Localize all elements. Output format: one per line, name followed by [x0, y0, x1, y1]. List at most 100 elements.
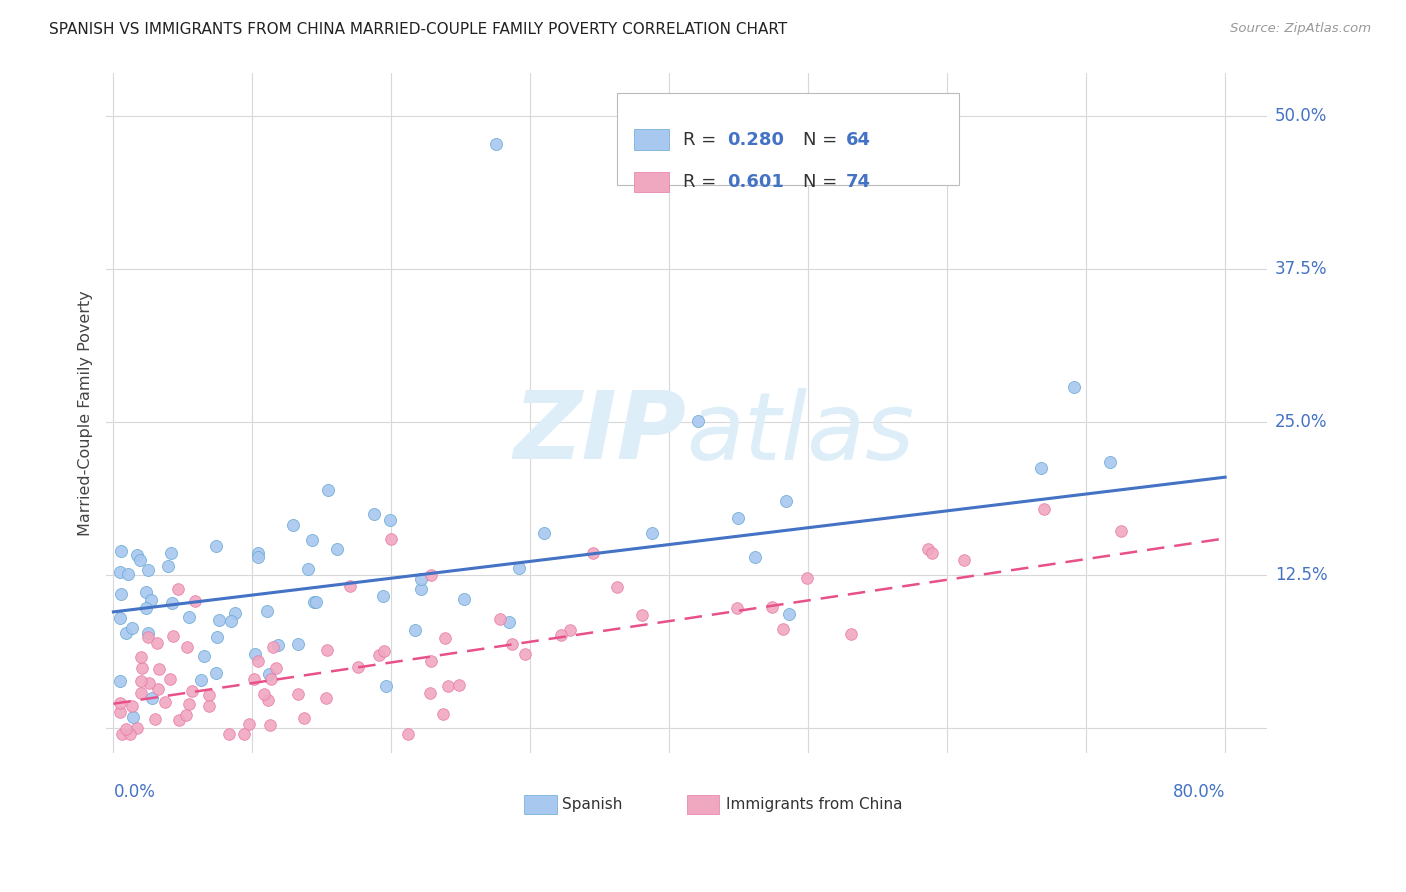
Point [207, 630, 229, 644]
Point [772, 623, 794, 637]
Point [921, 546, 943, 560]
Point [127, 721, 149, 735]
Point [302, 595, 325, 609]
Point [110, 566, 132, 580]
Point [297, 562, 319, 576]
Point [953, 552, 976, 566]
Point [141, 593, 163, 607]
Point [145, 636, 167, 650]
Point [281, 518, 304, 533]
Text: Spanish: Spanish [562, 797, 623, 812]
Point [305, 595, 328, 609]
Point [378, 512, 401, 526]
Text: 0.0%: 0.0% [114, 783, 155, 801]
Point [433, 631, 456, 645]
Point [256, 604, 278, 618]
Point [253, 687, 276, 701]
Point [1109, 524, 1132, 538]
Point [287, 687, 309, 701]
Point [110, 544, 132, 558]
Point [135, 585, 157, 599]
Text: R =: R = [683, 173, 723, 191]
Y-axis label: Married-Couple Family Poverty: Married-Couple Family Poverty [79, 290, 93, 536]
Point [316, 643, 339, 657]
Point [129, 686, 152, 700]
Point [110, 611, 132, 625]
Point [148, 662, 170, 676]
Point [744, 549, 766, 564]
Point [267, 638, 290, 652]
Point [339, 579, 361, 593]
Text: 50.0%: 50.0% [1275, 107, 1327, 125]
Point [131, 673, 153, 688]
Point [419, 568, 441, 582]
Point [917, 542, 939, 557]
Point [181, 684, 204, 698]
Point [419, 686, 441, 700]
Point [110, 705, 132, 719]
Point [122, 710, 145, 724]
Point [513, 647, 536, 661]
Point [533, 525, 555, 540]
Point [243, 672, 266, 686]
Point [432, 706, 454, 721]
Point [396, 727, 419, 741]
Point [198, 698, 221, 713]
Point [775, 494, 797, 508]
Bar [686, 795, 718, 814]
Point [630, 608, 652, 623]
Point [260, 672, 283, 686]
Point [778, 607, 800, 621]
Point [363, 507, 385, 521]
Point [233, 727, 256, 741]
Point [138, 676, 160, 690]
Point [162, 596, 184, 610]
Point [1063, 380, 1085, 394]
Point [162, 629, 184, 643]
Point [176, 640, 198, 654]
Point [560, 623, 582, 637]
Point [246, 546, 269, 560]
Point [447, 678, 470, 692]
Point [190, 673, 212, 688]
Point [204, 665, 226, 680]
Point [727, 511, 749, 525]
Point [167, 582, 190, 596]
Text: Immigrants from China: Immigrants from China [725, 797, 903, 812]
Point [208, 613, 231, 627]
Bar [524, 795, 557, 814]
Point [193, 648, 215, 663]
Text: SPANISH VS IMMIGRANTS FROM CHINA MARRIED-COUPLE FAMILY POVERTY CORRELATION CHART: SPANISH VS IMMIGRANTS FROM CHINA MARRIED… [49, 22, 787, 37]
Point [489, 612, 512, 626]
Point [179, 698, 201, 712]
Point [641, 526, 664, 541]
Point [498, 615, 520, 630]
Point [136, 625, 159, 640]
Point [238, 716, 260, 731]
Text: 25.0%: 25.0% [1275, 413, 1327, 431]
Point [371, 589, 394, 603]
FancyBboxPatch shape [617, 94, 959, 186]
Point [262, 640, 284, 654]
Point [121, 698, 143, 713]
Point [404, 623, 426, 637]
Point [131, 661, 153, 675]
Text: ZIP: ZIP [513, 387, 686, 479]
Point [501, 637, 523, 651]
Point [1033, 502, 1056, 516]
Point [110, 587, 132, 601]
Point [581, 546, 603, 560]
Point [219, 615, 242, 629]
Point [117, 566, 139, 581]
Point [292, 711, 315, 725]
Point [136, 630, 159, 644]
Text: 37.5%: 37.5% [1275, 260, 1327, 278]
Point [110, 696, 132, 710]
Point [125, 548, 148, 562]
Point [266, 661, 288, 675]
Point [136, 564, 159, 578]
Point [114, 722, 136, 736]
Point [121, 621, 143, 635]
Point [841, 626, 863, 640]
Point [159, 672, 181, 686]
